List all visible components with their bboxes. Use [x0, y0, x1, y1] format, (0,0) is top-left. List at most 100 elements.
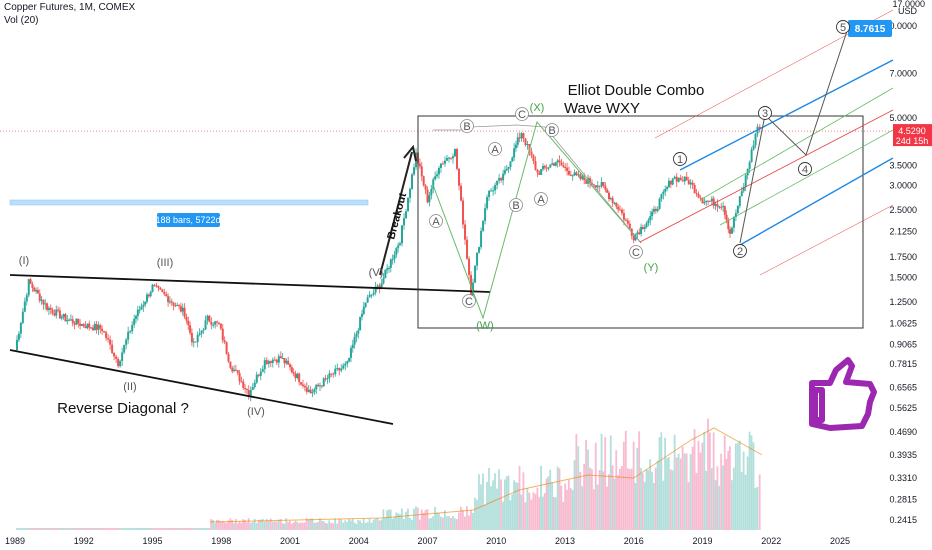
- time-axis-tick: 2013: [555, 536, 575, 546]
- volume-bar: [296, 521, 299, 530]
- volume-bar: [620, 466, 623, 530]
- candle-body: [236, 370, 239, 374]
- volume-bar: [225, 522, 228, 530]
- breakout-arrowhead: [403, 144, 417, 162]
- price-axis-tick: 0.3935: [889, 450, 917, 460]
- candle-body: [123, 344, 126, 353]
- candle-body: [449, 157, 452, 159]
- candle-body: [651, 211, 654, 217]
- candle-body: [411, 174, 414, 189]
- volume-bar: [536, 487, 539, 530]
- candle-body: [602, 181, 605, 186]
- volume-bar: [380, 519, 383, 530]
- candle-body: [505, 168, 508, 171]
- candle-body: [51, 309, 54, 314]
- volume-bar: [58, 528, 61, 530]
- time-axis-tick: 2019: [692, 536, 712, 546]
- candle-body: [532, 155, 535, 162]
- wave-circle: [836, 20, 850, 34]
- volume-bar: [746, 456, 749, 530]
- candle-body: [752, 145, 755, 150]
- candle-body: [97, 325, 100, 330]
- candle-body: [554, 162, 557, 166]
- volume-bar: [562, 502, 565, 530]
- volume-bar: [136, 528, 139, 530]
- candle-body: [82, 324, 85, 327]
- volume-bar: [505, 476, 508, 530]
- candle-body: [315, 384, 318, 390]
- candle-body: [257, 374, 260, 376]
- volume-bar: [187, 528, 190, 530]
- volume-bar: [695, 472, 698, 530]
- candle-body: [691, 182, 694, 185]
- volume-bar: [202, 528, 205, 530]
- candle-body: [90, 327, 93, 329]
- volume-bar: [710, 468, 713, 530]
- volume-bar: [326, 523, 329, 530]
- time-axis-tick: 2007: [417, 536, 437, 546]
- candle-body: [536, 169, 539, 173]
- candle-body: [225, 342, 228, 354]
- candle-body: [687, 180, 690, 185]
- candle-body: [730, 227, 733, 234]
- volume-bar: [468, 515, 470, 530]
- candle-body: [238, 373, 241, 382]
- candle-body: [701, 198, 704, 204]
- pitchfork-channel-line: [699, 87, 894, 201]
- volume-bar: [689, 454, 692, 530]
- candle-body: [441, 163, 444, 165]
- volume-bar: [752, 442, 755, 530]
- volume-bar: [251, 521, 254, 530]
- volume-bar: [146, 528, 148, 530]
- candle-body: [320, 385, 323, 387]
- candle-body: [64, 314, 67, 322]
- wave-circle: [798, 162, 812, 176]
- countdown-timer: 24d 15h: [896, 136, 929, 146]
- volume-bar: [17, 528, 20, 530]
- volume-bar: [320, 520, 323, 530]
- candle-body: [105, 332, 108, 339]
- volume-bar: [91, 528, 94, 530]
- volume-bar: [436, 512, 438, 530]
- volume-bar: [643, 482, 646, 530]
- volume-bar: [405, 511, 407, 530]
- volume-bar: [407, 508, 409, 530]
- volume-bar: [716, 466, 719, 530]
- annotation-title-line2: Wave WXY: [564, 100, 640, 117]
- volume-bar: [93, 528, 96, 530]
- candle-body: [183, 307, 186, 317]
- candle-body: [669, 180, 672, 185]
- wave-label-abc: A: [432, 216, 440, 228]
- candle-body: [722, 206, 725, 208]
- volume-bar: [155, 528, 158, 530]
- volume-bar: [538, 497, 541, 530]
- pitchfork-channel-line: [719, 129, 894, 226]
- volume-bar: [153, 528, 156, 530]
- volume-bar: [756, 486, 759, 530]
- wave-circle: [629, 245, 643, 259]
- volume-bar: [742, 451, 745, 530]
- candle-body: [75, 318, 78, 325]
- candle-body: [420, 166, 423, 177]
- volume-bar: [36, 528, 39, 530]
- candle-body: [564, 167, 567, 169]
- volume-bar: [476, 499, 478, 530]
- volume-bar: [80, 528, 83, 530]
- candle-body: [111, 344, 114, 353]
- wave-circle: [509, 198, 523, 212]
- candle-body: [153, 284, 156, 286]
- volume-bar: [198, 528, 201, 530]
- candle-body: [513, 148, 516, 158]
- candle-body: [285, 360, 288, 364]
- volume-bar: [609, 435, 612, 530]
- volume-bar: [445, 516, 448, 530]
- volume-bar: [691, 446, 694, 530]
- candle-body: [640, 226, 643, 234]
- volume-bar: [140, 528, 143, 530]
- volume-bar: [257, 520, 260, 530]
- volume-bar: [592, 489, 595, 530]
- volume-bar: [344, 520, 347, 530]
- candle-body: [647, 220, 650, 224]
